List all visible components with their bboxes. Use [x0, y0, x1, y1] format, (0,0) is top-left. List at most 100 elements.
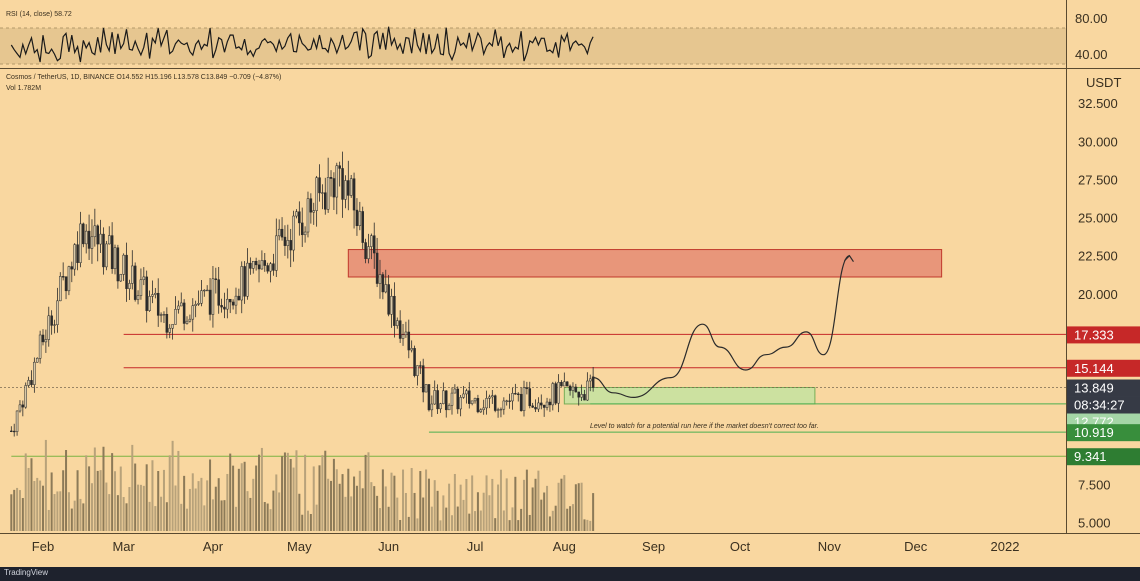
volume-bar	[211, 499, 214, 531]
volume-bar	[194, 488, 197, 531]
candle-body	[447, 405, 451, 411]
candle-body	[548, 401, 552, 406]
volume-bar	[306, 510, 309, 531]
candle-body	[433, 390, 436, 405]
volume-bar	[139, 484, 142, 531]
candle-body	[41, 334, 45, 343]
volume-bar	[335, 469, 338, 531]
volume-bar	[439, 520, 442, 531]
volume-bar	[511, 507, 514, 531]
volume-bar	[367, 452, 370, 531]
price-tag-label: 08:34:27	[1074, 398, 1125, 413]
candle-body	[488, 396, 491, 399]
volume-bar	[330, 480, 333, 531]
volume-bar	[39, 480, 42, 531]
volume-bar	[275, 474, 278, 531]
candle-body	[344, 180, 347, 200]
tradingview-brand[interactable]: TradingView	[4, 568, 49, 577]
volume-bars	[10, 439, 595, 531]
candle-body	[214, 278, 218, 280]
volume-bar	[214, 486, 217, 531]
candle-body	[300, 222, 304, 236]
candle-body	[586, 380, 589, 401]
volume-bar	[44, 439, 47, 531]
volume-bar	[183, 475, 186, 531]
candle-body	[246, 262, 249, 297]
candle-body	[44, 339, 48, 343]
candle-body	[312, 210, 316, 213]
volume-bar	[50, 472, 53, 531]
candle-body	[545, 401, 549, 408]
candle-body	[565, 381, 569, 387]
price-tag-box	[1067, 326, 1140, 344]
volume-bar	[96, 470, 99, 531]
support-zone	[563, 386, 816, 405]
candle-body	[534, 407, 537, 410]
volume-bar	[456, 506, 459, 531]
volume-bar	[393, 475, 396, 531]
candle-body	[133, 265, 137, 300]
candle-body	[306, 198, 310, 233]
candle-body	[84, 230, 88, 245]
volume-bar	[10, 494, 13, 531]
volume-bar	[396, 497, 399, 531]
candle-body	[82, 223, 85, 245]
volume-bar	[548, 516, 551, 531]
volume-bar	[76, 470, 79, 531]
candle-body	[231, 301, 235, 306]
candle-body	[476, 398, 480, 413]
candle-body	[200, 290, 203, 304]
price-chart[interactable]: RSI (14, close) 58.72 80.00 40.00 Cosmos…	[0, 0, 1140, 567]
volume-bar	[191, 473, 194, 531]
volume-bar	[560, 478, 563, 531]
volume-bar	[56, 491, 59, 531]
candle-body	[421, 365, 425, 393]
candle-body	[295, 211, 298, 217]
rsi-band	[0, 28, 1066, 64]
candle-body	[79, 223, 82, 263]
candle-body	[174, 309, 177, 325]
candle-body	[154, 292, 157, 295]
volume-bar	[41, 485, 45, 531]
volume-bar	[479, 510, 482, 531]
rsi-line	[10, 26, 594, 63]
candle-body	[131, 265, 134, 284]
candle-body	[228, 298, 232, 303]
volume-bar	[534, 478, 537, 531]
candle-body	[349, 178, 353, 196]
candle-body	[554, 383, 557, 404]
candle-body	[390, 295, 393, 315]
candle-body	[416, 365, 419, 376]
volume-bar	[543, 492, 546, 531]
volume-bar	[514, 476, 517, 531]
candle-body	[396, 320, 399, 326]
time-label: Sep	[642, 539, 665, 554]
candle-body	[571, 386, 575, 391]
candle-body	[59, 276, 62, 302]
volume-bar	[427, 478, 430, 531]
price-tag-box	[1067, 448, 1140, 466]
volume-bar	[465, 479, 468, 531]
candle-body	[410, 348, 413, 351]
volume-bar	[21, 498, 24, 531]
candle-body	[335, 165, 339, 198]
volume-bar	[502, 510, 505, 531]
candle-body	[251, 260, 255, 269]
volume-bar	[134, 463, 137, 531]
volume-bar	[148, 501, 151, 531]
candle-body	[249, 262, 252, 269]
volume-bar	[252, 478, 255, 531]
volume-bar	[301, 514, 304, 531]
candle-body	[375, 252, 379, 284]
volume-bar	[522, 479, 526, 531]
candle-body	[105, 243, 108, 268]
volume-bar	[295, 450, 298, 531]
candle-body	[182, 302, 186, 324]
volume-bar	[422, 497, 425, 531]
candle-body	[110, 235, 114, 270]
volume-bar	[589, 520, 592, 531]
candle-body	[453, 388, 457, 394]
candle-body	[401, 334, 405, 339]
price-tick-label: 30.000	[1078, 134, 1118, 149]
volume-bar	[217, 478, 220, 531]
